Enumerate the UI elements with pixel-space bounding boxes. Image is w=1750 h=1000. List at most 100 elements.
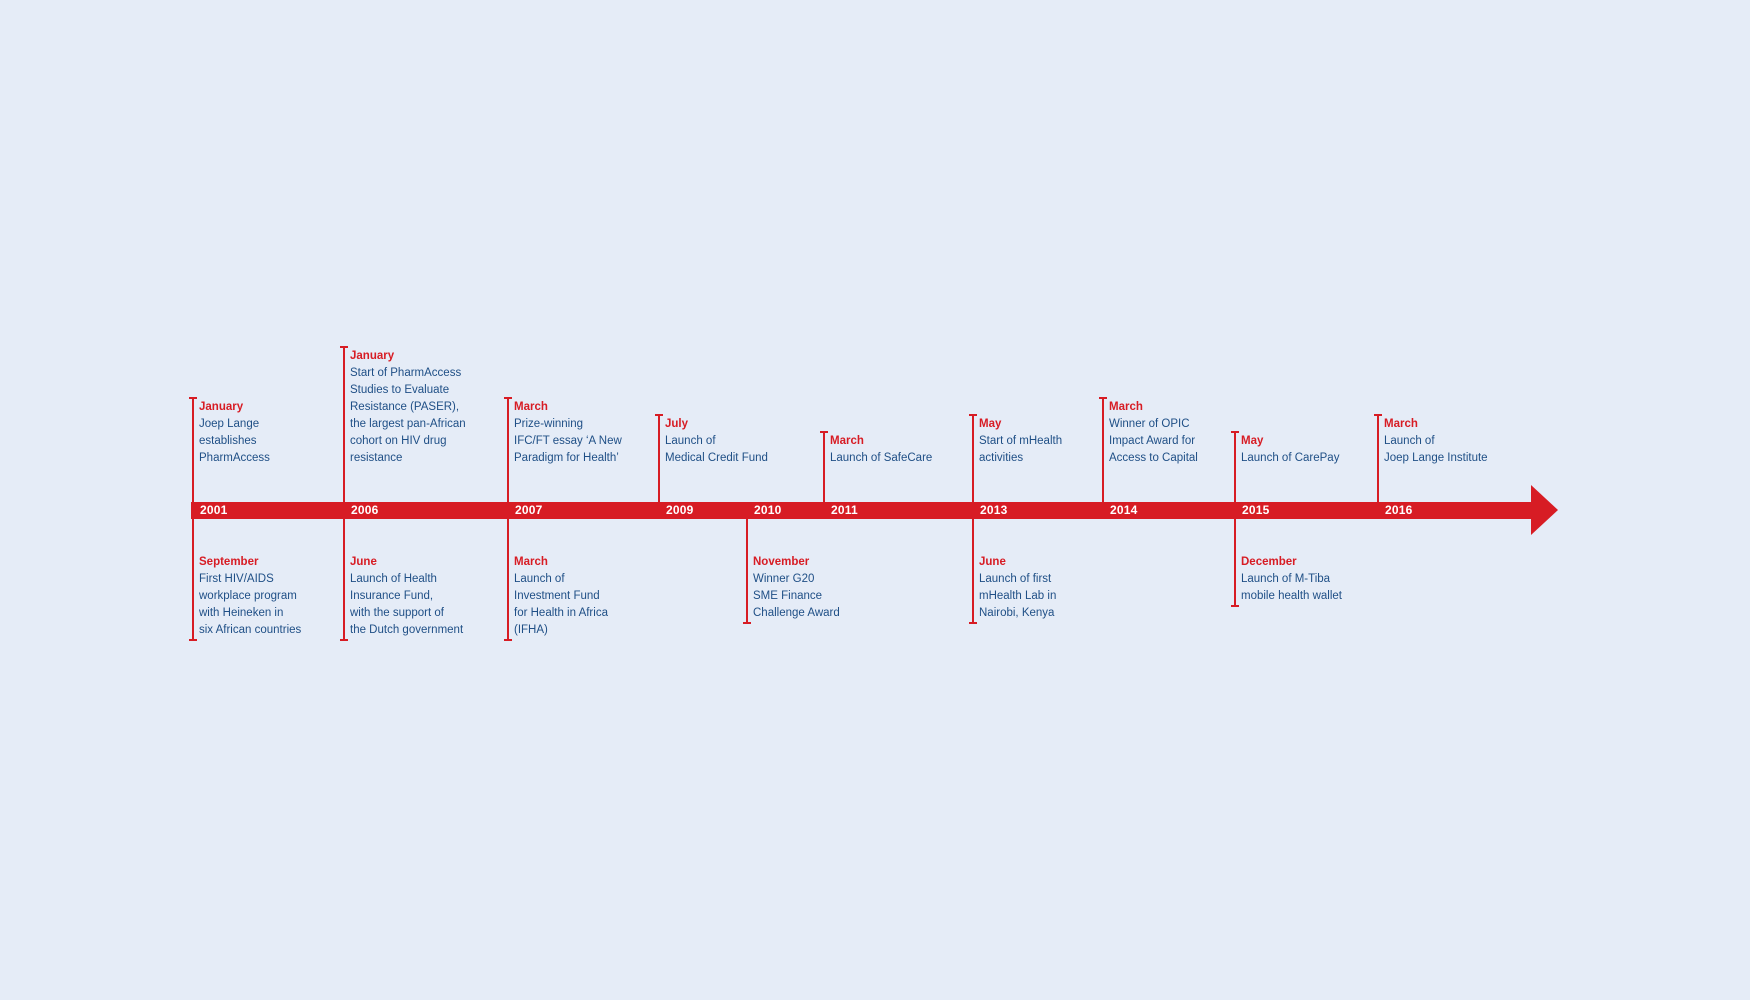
- year-label-2001: 2001: [200, 503, 228, 517]
- event-description-line: Launch of Health: [350, 573, 437, 585]
- timeline-event-above-2014: March Winner of OPIC Impact Award for Acces…: [1099, 397, 1198, 502]
- event-connector-cap: [504, 639, 512, 641]
- event-month: May: [979, 418, 1002, 430]
- event-connector: [658, 414, 660, 502]
- event-description-line: Investment Fund: [514, 590, 600, 602]
- event-description-line: SME Finance: [753, 590, 823, 602]
- event-connector: [507, 519, 509, 641]
- event-description-line: Nairobi, Kenya: [979, 607, 1055, 619]
- event-connector-cap: [340, 346, 348, 348]
- event-connector-cap: [1231, 605, 1239, 607]
- event-connector-cap: [340, 639, 348, 641]
- timeline-event-above-2013: May Start of mHealth activities: [969, 414, 1063, 502]
- timeline-event-below-2015: December Launch of M-Tiba mobile health wa…: [1231, 519, 1343, 607]
- event-description-line: resistance: [350, 452, 403, 464]
- event-description-line: Launch of: [514, 573, 565, 585]
- event-description-line: six African countries: [199, 624, 302, 636]
- event-connector-cap: [189, 639, 197, 641]
- event-connector: [343, 346, 345, 502]
- event-description-line: mHealth Lab in: [979, 590, 1057, 602]
- timeline-event-above-2011: March Launch of SafeCare: [820, 431, 933, 502]
- timeline-event-below-2006: June Launch of Health Insurance Fund, with …: [340, 519, 464, 641]
- event-description-line: Launch of CarePay: [1241, 452, 1340, 464]
- event-description-line: Launch of SafeCare: [830, 452, 933, 464]
- event-connector-cap: [1374, 414, 1382, 416]
- timeline-event-below-2010: November Winner G20 SME Finance Challenge A…: [743, 519, 840, 624]
- event-description-line: IFC/FT essay ‘A New: [514, 435, 622, 447]
- event-description-line: Insurance Fund,: [350, 590, 434, 602]
- event-description-line: Winner G20: [753, 573, 815, 585]
- event-connector: [823, 431, 825, 502]
- event-description-line: PharmAccess: [199, 452, 270, 464]
- event-connector: [192, 397, 194, 502]
- event-description-line: Launch of: [665, 435, 716, 447]
- timeline-event-above-2006: January Start of PharmAccess Studies to Ev…: [340, 346, 466, 502]
- event-connector: [972, 519, 974, 624]
- event-month: January: [350, 350, 395, 362]
- event-connector-cap: [820, 431, 828, 433]
- year-label-2010: 2010: [754, 503, 782, 517]
- event-month: March: [1109, 401, 1143, 413]
- event-description-line: Paradigm for Health’: [514, 452, 619, 464]
- year-label-2013: 2013: [980, 503, 1008, 517]
- year-label-2007: 2007: [515, 503, 543, 517]
- year-label-2016: 2016: [1385, 503, 1413, 517]
- timeline-event-above-2009: July Launch of Medical Credit Fund: [655, 414, 768, 502]
- timeline-arrowhead: [1531, 485, 1558, 535]
- event-connector-cap: [655, 414, 663, 416]
- event-month: March: [1384, 418, 1418, 430]
- event-connector: [343, 519, 345, 641]
- event-description-line: Medical Credit Fund: [665, 452, 768, 464]
- event-connector-cap: [504, 397, 512, 399]
- event-connector: [1377, 414, 1379, 502]
- event-description-line: the largest pan-African: [350, 418, 466, 430]
- event-description-line: (IFHA): [514, 624, 548, 636]
- event-month: December: [1241, 556, 1297, 568]
- event-description-line: mobile health wallet: [1241, 590, 1343, 602]
- event-connector: [746, 519, 748, 624]
- event-description-line: for Health in Africa: [514, 607, 608, 619]
- year-label-2011: 2011: [831, 503, 858, 517]
- event-description-line: Impact Award for: [1109, 435, 1196, 447]
- event-month: March: [514, 556, 548, 568]
- event-description-line: activities: [979, 452, 1024, 464]
- year-label-2009: 2009: [666, 503, 694, 517]
- timeline-event-above-2015: May Launch of CarePay: [1231, 431, 1340, 502]
- timeline-event-above-2016: March Launch of Joep Lange Institute: [1374, 414, 1488, 502]
- event-description-line: Start of PharmAccess: [350, 367, 462, 379]
- event-month: November: [753, 556, 810, 568]
- event-description-line: the Dutch government: [350, 624, 464, 636]
- event-month: June: [979, 556, 1006, 568]
- event-description-line: Access to Capital: [1109, 452, 1198, 464]
- event-description-line: Launch of first: [979, 573, 1052, 585]
- timeline-event-below-2007: March Launch of Investment Fund for Health …: [504, 519, 608, 641]
- event-connector: [192, 519, 194, 641]
- event-connector: [1234, 519, 1236, 607]
- timeline-bar: [191, 502, 1532, 519]
- event-description-line: cohort on HIV drug: [350, 435, 447, 447]
- event-description-line: with the support of: [350, 607, 444, 619]
- event-description-line: Launch of: [1384, 435, 1435, 447]
- event-connector-cap: [969, 622, 977, 624]
- event-month: June: [350, 556, 377, 568]
- event-connector-cap: [1099, 397, 1107, 399]
- event-description-line: Resistance (PASER),: [350, 401, 460, 413]
- event-connector: [507, 397, 509, 502]
- event-month: March: [514, 401, 548, 413]
- event-description-line: Launch of M-Tiba: [1241, 573, 1331, 585]
- event-description-line: First HIV/AIDS: [199, 573, 274, 585]
- timeline-event-above-2007: March Prize-winning IFC/FT essay ‘A New Par…: [504, 397, 622, 502]
- event-description-line: Start of mHealth: [979, 435, 1063, 447]
- timeline-event-above-2001: January Joep Lange establishes PharmAccess: [189, 397, 270, 502]
- event-description-line: Joep Lange: [199, 418, 260, 430]
- event-description-line: Challenge Award: [753, 607, 840, 619]
- event-connector-cap: [743, 622, 751, 624]
- event-month: March: [830, 435, 864, 447]
- event-month: January: [199, 401, 244, 413]
- event-month: July: [665, 418, 689, 430]
- year-label-2014: 2014: [1110, 503, 1138, 517]
- event-connector: [972, 414, 974, 502]
- event-description-line: Studies to Evaluate: [350, 384, 450, 396]
- event-month: May: [1241, 435, 1264, 447]
